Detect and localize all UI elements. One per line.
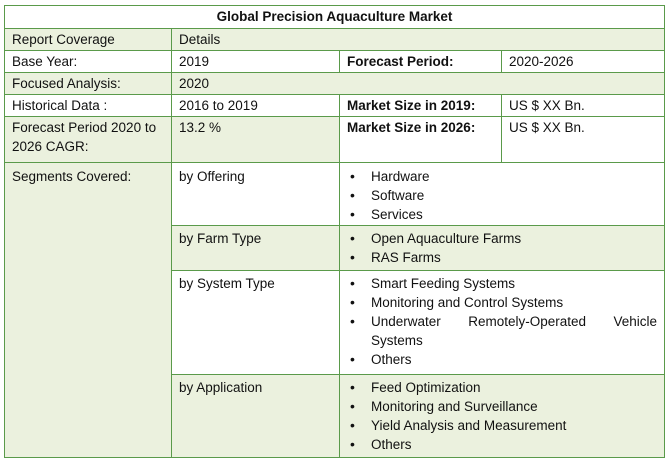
list-item: Others [347,435,657,454]
list-item: Software [347,186,657,205]
list-item: Services [347,205,657,224]
segment-offering-name: by Offering [171,162,340,226]
cagr-value: 13.2 % [171,116,340,163]
segment-farm-type-items: Open Aquaculture Farms RAS Farms [339,225,665,271]
base-year-value: 2019 [171,50,340,73]
market-size-2026-value: US $ XX Bn. [501,116,665,163]
report-coverage-header: Report Coverage [4,28,172,51]
list-item: RAS Farms [347,248,657,267]
focused-analysis-label: Focused Analysis: [4,72,172,95]
list-item: Feed Optimization [347,378,657,397]
segment-offering-items: Hardware Software Services [339,162,665,226]
segment-application-name: by Application [171,374,340,458]
market-size-2019-value: US $ XX Bn. [501,94,665,117]
historical-data-value: 2016 to 2019 [171,94,340,117]
forecast-period-label: Forecast Period: [339,50,502,73]
list-item: Monitoring and Control Systems [347,293,657,312]
list-item: Open Aquaculture Farms [347,229,657,248]
list-item: Monitoring and Surveillance [347,397,657,416]
focused-analysis-value: 2020 [171,72,665,95]
report-table: Global Precision Aquaculture Market Repo… [4,5,665,458]
forecast-period-value: 2020-2026 [501,50,665,73]
segment-application-items: Feed Optimization Monitoring and Surveil… [339,374,665,458]
segment-farm-type-name: by Farm Type [171,225,340,271]
historical-data-label: Historical Data : [4,94,172,117]
segment-system-type-items: Smart Feeding Systems Monitoring and Con… [339,270,665,375]
list-item: Smart Feeding Systems [347,274,657,293]
table-title: Global Precision Aquaculture Market [4,5,665,29]
list-item: Others [347,350,657,369]
cagr-label: Forecast Period 2020 to 2026 CAGR: [4,116,172,163]
segment-system-type-name: by System Type [171,270,340,375]
list-item: Yield Analysis and Measurement [347,416,657,435]
base-year-label: Base Year: [4,50,172,73]
market-size-2019-label: Market Size in 2019: [339,94,502,117]
list-item: Underwater Remotely-Operated Vehicle Sys… [347,312,657,350]
market-size-2026-label: Market Size in 2026: [339,116,502,163]
list-item: Hardware [347,167,657,186]
segments-label: Segments Covered: [4,162,172,458]
details-header: Details [171,28,665,51]
